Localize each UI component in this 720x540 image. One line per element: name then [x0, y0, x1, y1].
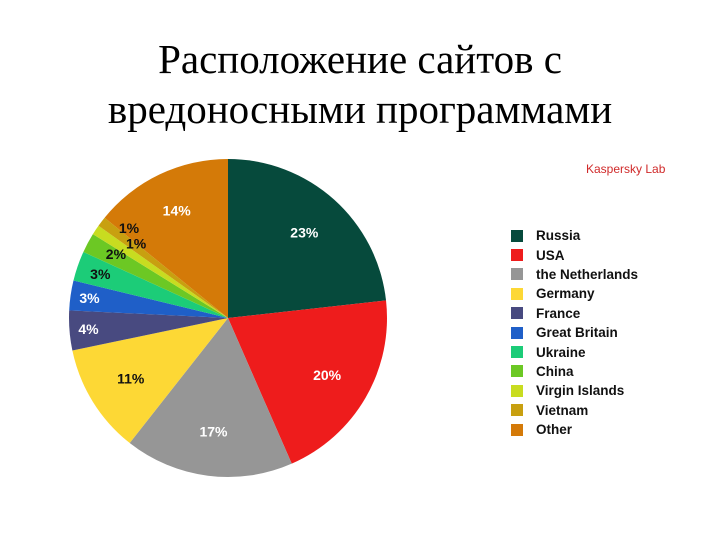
- slice-label-usa: 20%: [313, 367, 342, 383]
- pie-slice-germany: [72, 318, 229, 443]
- title-line-2: вредоносными программами: [107, 86, 613, 132]
- legend-label: the Netherlands: [536, 266, 639, 282]
- legend-swatch: [511, 346, 523, 359]
- legend-label: Other: [536, 422, 573, 438]
- legend-item: Virgin Islands: [511, 381, 638, 400]
- legend-item: France: [511, 304, 638, 323]
- slice-label-virgin-islands: 1%: [126, 236, 147, 252]
- legend-swatch: [511, 268, 523, 281]
- title-line-1: Расположение сайтов с: [158, 36, 562, 82]
- slice-label-other: 14%: [163, 202, 192, 218]
- pie-slice-russia: [228, 159, 387, 318]
- pie-slice-virgin-islands: [92, 225, 228, 318]
- legend-item: Germany: [511, 284, 638, 303]
- slice-label-china: 2%: [106, 246, 127, 262]
- pie-slice-other: [104, 158, 228, 318]
- legend-swatch: [511, 384, 523, 397]
- legend-item: Great Britain: [511, 323, 638, 342]
- legend-swatch: [511, 404, 523, 417]
- legend-item: Russia: [511, 226, 638, 245]
- chart-legend: Russia USA the Netherlands Germany France Gre…: [511, 226, 638, 439]
- legend-swatch: [511, 307, 523, 320]
- slice-label-ukraine: 3%: [90, 266, 111, 282]
- legend-item: USA: [511, 245, 638, 264]
- slice-label-germany: 11%: [117, 370, 145, 386]
- slice-label-the-netherlands: 17%: [199, 424, 228, 440]
- legend-label: Great Britain: [536, 325, 618, 341]
- legend-label: Vietnam: [536, 402, 589, 418]
- legend-label: France: [536, 305, 581, 321]
- slice-label-france: 4%: [78, 321, 99, 337]
- legend-swatch: [511, 287, 523, 300]
- legend-item: China: [511, 362, 638, 381]
- legend-swatch: [511, 326, 523, 339]
- legend-swatch: [511, 229, 523, 242]
- slice-label-russia: 23%: [290, 225, 319, 241]
- legend-swatch: [511, 423, 523, 436]
- pie-slice-vietnam: [98, 217, 228, 318]
- pie-slice-usa: [228, 300, 387, 464]
- source-label: Kaspersky Lab: [586, 162, 666, 176]
- page-title: Расположение сайтов с вредоносными прогр…: [0, 34, 720, 134]
- legend-label: Ukraine: [536, 344, 586, 360]
- legend-label: Russia: [536, 228, 581, 244]
- legend-label: Germany: [536, 286, 595, 302]
- legend-item: Ukraine: [511, 342, 638, 361]
- pie-slice-great-britain: [69, 280, 229, 318]
- legend-item: Vietnam: [511, 401, 638, 420]
- legend-swatch: [511, 365, 523, 378]
- pie-slice-ukraine: [73, 251, 228, 318]
- pie-slice-france: [68, 310, 228, 351]
- legend-label: USA: [536, 247, 565, 263]
- legend-item: the Netherlands: [511, 265, 638, 284]
- legend-label: China: [536, 363, 574, 379]
- legend-item: Other: [511, 420, 638, 439]
- pie-slice-the-netherlands: [129, 318, 292, 477]
- slice-label-great-britain: 3%: [79, 290, 100, 306]
- legend-swatch: [511, 249, 523, 262]
- slice-label-vietnam: 1%: [119, 220, 140, 236]
- pie-slice-china: [83, 234, 229, 318]
- legend-label: Virgin Islands: [536, 383, 625, 399]
